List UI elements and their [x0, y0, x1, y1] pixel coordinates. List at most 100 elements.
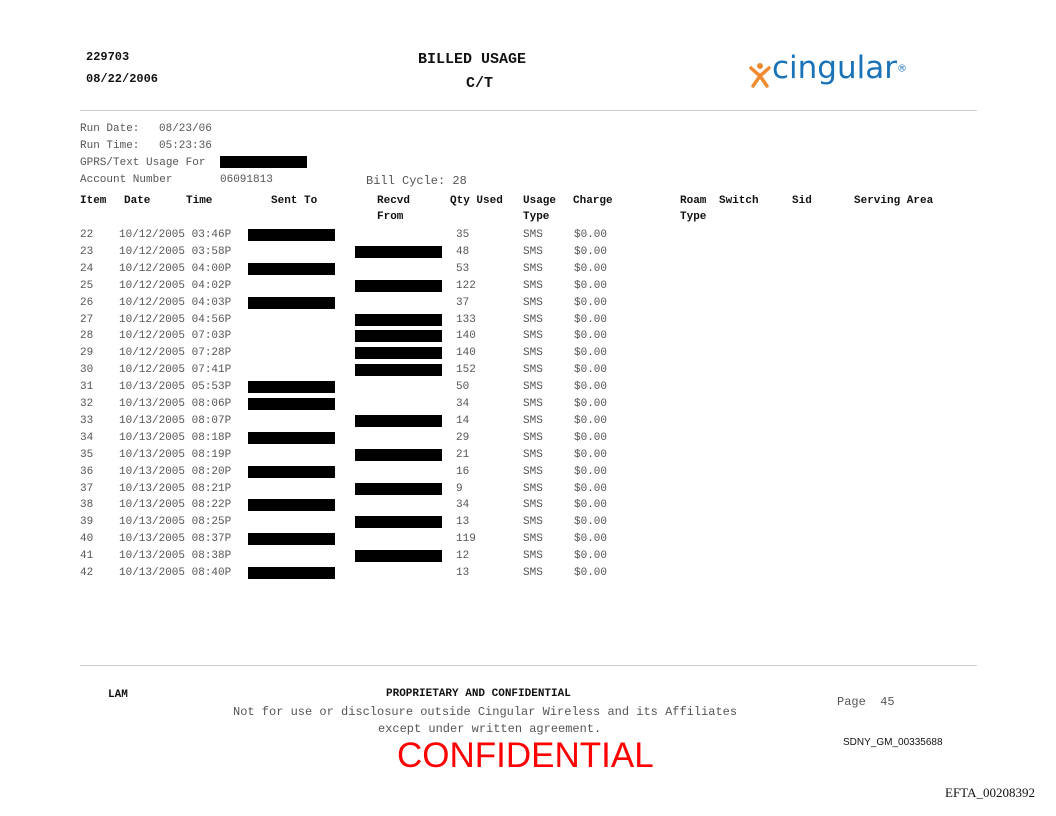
col-usage-type: Type [523, 211, 550, 223]
datetime-cell: 10/12/2005 04:00P [119, 262, 232, 275]
qty-cell: 37 [456, 296, 470, 309]
report-id: 229703 [86, 50, 130, 64]
charge-cell: $0.00 [574, 347, 608, 360]
footer-initials: LAM [108, 689, 128, 701]
usage-type-cell: SMS [523, 245, 543, 258]
usage-type-cell: SMS [523, 229, 543, 241]
usage-type-cell: SMS [523, 330, 543, 343]
datetime-cell: 10/13/2005 08:37P [119, 533, 232, 546]
run-date-label: Run Date: [80, 123, 140, 135]
charge-cell: $0.00 [574, 296, 608, 309]
charge-cell: $0.00 [574, 448, 608, 461]
cingular-x-icon [749, 62, 771, 88]
charge-cell: $0.00 [574, 550, 608, 563]
item-cell: 35 [80, 448, 94, 461]
datetime-cell: 10/12/2005 04:56P [119, 313, 232, 326]
datetime-cell: 10/13/2005 08:25P [119, 516, 232, 529]
redaction [248, 398, 335, 410]
header-divider [80, 110, 977, 111]
charge-cell: $0.00 [574, 279, 608, 292]
datetime-cell: 10/13/2005 08:40P [119, 567, 232, 579]
item-cell: 30 [80, 364, 94, 377]
item-cell: 27 [80, 313, 94, 326]
datetime-cell: 10/12/2005 04:02P [119, 279, 232, 292]
item-cell: 34 [80, 431, 94, 444]
qty-cell: 140 [456, 347, 476, 360]
qty-cell: 13 [456, 516, 470, 529]
item-cell: 26 [80, 296, 94, 309]
charge-cell: $0.00 [574, 381, 608, 394]
item-cell: 22 [80, 229, 94, 241]
redaction [355, 313, 442, 326]
charge-cell: $0.00 [574, 533, 608, 546]
usage-type-cell: SMS [523, 414, 543, 427]
item-cell: 32 [80, 398, 94, 410]
page-number: Page 45 [837, 695, 895, 709]
page-subtitle: C/T [466, 75, 494, 92]
usage-type-cell: SMS [523, 381, 543, 394]
usage-type-cell: SMS [523, 347, 543, 360]
page-title: BILLED USAGE [418, 51, 527, 68]
qty-cell: 48 [456, 245, 470, 258]
item-cell: 25 [80, 279, 94, 292]
col-recvd-from: From [377, 211, 404, 223]
bates-number: SDNY_GM_00335688 [843, 737, 943, 748]
redaction [248, 262, 335, 275]
redaction [355, 550, 442, 563]
usage-type-cell: SMS [523, 313, 543, 326]
usage-for-label: GPRS/Text Usage For [80, 157, 206, 169]
qty-cell: 21 [456, 448, 470, 461]
redaction [248, 296, 335, 309]
datetime-cell: 10/12/2005 07:28P [119, 347, 232, 360]
redaction [248, 431, 335, 444]
item-cell: 39 [80, 516, 94, 529]
col-sent-to: Sent To [271, 195, 318, 207]
item-cell: 38 [80, 499, 94, 512]
account-number: 06091813 [220, 174, 273, 186]
item-cell: 37 [80, 482, 94, 495]
usage-type-cell: SMS [523, 398, 543, 410]
datetime-cell: 10/13/2005 05:53P [119, 381, 232, 394]
footer-line1: Not for use or disclosure outside Cingul… [233, 705, 738, 719]
qty-cell: 29 [456, 431, 470, 444]
item-cell: 28 [80, 330, 94, 343]
redaction [355, 482, 442, 495]
qty-cell: 133 [456, 313, 476, 326]
qty-cell: 12 [456, 550, 470, 563]
datetime-cell: 10/13/2005 08:22P [119, 499, 232, 512]
qty-cell: 53 [456, 262, 470, 275]
datetime-cell: 10/13/2005 08:38P [119, 550, 232, 563]
qty-cell: 50 [456, 381, 470, 394]
efta-number: EFTA_00208392 [945, 785, 1035, 800]
footer-heading: PROPRIETARY AND CONFIDENTIAL [386, 688, 571, 700]
redaction [355, 245, 442, 258]
datetime-cell: 10/13/2005 08:20P [119, 465, 232, 478]
redaction [248, 567, 335, 579]
col-roam-type: Type [680, 211, 707, 223]
qty-cell: 34 [456, 398, 470, 410]
qty-cell: 9 [456, 482, 463, 495]
redaction [355, 330, 442, 343]
usage-type-cell: SMS [523, 499, 543, 512]
col-time: Time [186, 195, 213, 207]
item-cell: 40 [80, 533, 94, 546]
cingular-logo: cingular® [748, 50, 907, 89]
redaction [355, 516, 442, 529]
col-item: Item [80, 195, 107, 207]
qty-cell: 13 [456, 567, 470, 579]
col-usage: Usage [523, 195, 557, 207]
redaction [355, 448, 442, 461]
charge-cell: $0.00 [574, 330, 608, 343]
redaction [220, 156, 307, 168]
item-cell: 29 [80, 347, 94, 360]
usage-type-cell: SMS [523, 262, 543, 275]
confidential-stamp: CONFIDENTIAL [397, 736, 654, 775]
charge-cell: $0.00 [574, 229, 608, 241]
usage-type-cell: SMS [523, 431, 543, 444]
datetime-cell: 10/12/2005 03:58P [119, 245, 232, 258]
run-date: 08/23/06 [159, 123, 212, 135]
redaction [355, 414, 442, 427]
datetime-cell: 10/12/2005 07:41P [119, 364, 232, 377]
usage-type-cell: SMS [523, 364, 543, 377]
